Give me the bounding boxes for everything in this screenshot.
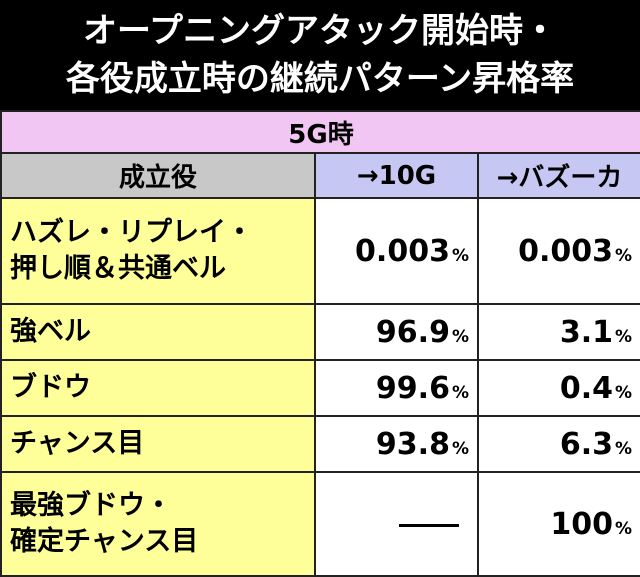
value-bazooka: 6.3% — [476, 415, 640, 473]
row-label-line: 確定チャンス目 — [10, 526, 199, 557]
section-row: 5G時 — [0, 110, 640, 154]
value-bazooka: 0.4% — [476, 359, 640, 417]
row-label: チャンス目 — [0, 415, 316, 473]
section-label: 5G時 — [0, 110, 640, 154]
value-bazooka: 100% — [476, 471, 640, 577]
row-label: ブドウ — [0, 359, 316, 417]
value-10g: 93.8% — [314, 415, 479, 473]
value-10g-dash — [314, 471, 479, 577]
header-role: 成立役 — [0, 152, 316, 199]
row-label: ハズレ・リプレイ・ 押し順＆共通ベル — [0, 197, 316, 305]
table-row: 最強ブドウ・ 確定チャンス目 100% — [0, 471, 640, 577]
table-row: チャンス目 93.8% 6.3% — [0, 415, 640, 473]
value-10g: 96.9% — [314, 303, 479, 361]
row-label: 最強ブドウ・ 確定チャンス目 — [0, 471, 316, 577]
value-10g: 0.003% — [314, 197, 479, 305]
value-bazooka: 0.003% — [476, 197, 640, 305]
header-10g: →10G — [314, 152, 479, 199]
row-label-line: ハズレ・リプレイ・ — [10, 217, 253, 248]
title-line-2: 各役成立時の継続パターン昇格率 — [65, 59, 575, 99]
table-row: 強ベル 96.9% 3.1% — [0, 303, 640, 361]
probability-table: 5G時 成立役 →10G →バズーカ ハズレ・リプレイ・ 押し順＆共通ベル 0.… — [0, 110, 640, 577]
value-10g: 99.6% — [314, 359, 479, 417]
table-row: ハズレ・リプレイ・ 押し順＆共通ベル 0.003% 0.003% — [0, 197, 640, 305]
row-label-line: 最強ブドウ・ — [10, 490, 172, 521]
header-row: 成立役 →10G →バズーカ — [0, 152, 640, 199]
value-bazooka: 3.1% — [476, 303, 640, 361]
row-label-line: 押し順＆共通ベル — [10, 253, 226, 284]
page-title: オープニングアタック開始時・ 各役成立時の継続パターン昇格率 — [0, 0, 640, 110]
dash-mark — [399, 523, 459, 527]
title-line-1: オープニングアタック開始時・ — [83, 11, 557, 51]
row-label: 強ベル — [0, 303, 316, 361]
table-row: ブドウ 99.6% 0.4% — [0, 359, 640, 417]
header-bazooka: →バズーカ — [476, 152, 640, 199]
